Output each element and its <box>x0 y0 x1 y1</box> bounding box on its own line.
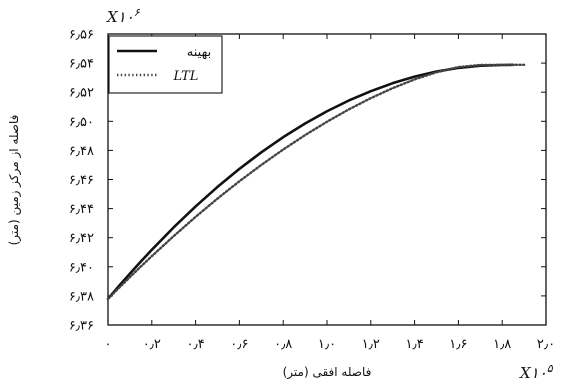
y-tick-label: ۶٫۳۸ <box>69 289 94 304</box>
y-multiplier-base: X۱۰ <box>106 8 134 26</box>
x-tick-label: ۱٫۰ <box>318 337 336 352</box>
y-tick-label: ۶٫۴۰ <box>69 260 94 275</box>
y-multiplier-exponent: ۶ <box>134 6 141 19</box>
y-tick-label: ۶٫۴۴ <box>69 202 94 217</box>
x-axis-title: فاصله افقی (متر) <box>283 365 372 380</box>
x-tick-label: ۲٫۰ <box>537 337 555 352</box>
x-tick-label: ۰٫۴ <box>187 337 205 352</box>
x-tick-label: ۰٫۲ <box>143 337 161 352</box>
series-line-optimal <box>106 63 515 301</box>
x-multiplier-base: X۱۰ <box>519 364 547 382</box>
y-tick-label: ۶٫۴۶ <box>69 173 94 188</box>
y-tick-label: ۶٫۵۲ <box>69 86 94 101</box>
x-tick-label: ۱٫۲ <box>362 337 380 352</box>
x-tick-label: ۱٫۴ <box>406 337 424 352</box>
legend-label-ltl: LTL <box>173 69 199 84</box>
legend-label-optimal: بهینه <box>187 45 211 60</box>
x-tick-label: ۰٫۸ <box>274 337 292 352</box>
y-tick-label: ۶٫۴۲ <box>69 231 94 246</box>
x-tick-label: ۰ <box>105 337 112 352</box>
y-tick-label: ۶٫۴۸ <box>69 144 94 159</box>
legend: بهینه LTL <box>108 35 223 94</box>
x-tick-label: ۱٫۸ <box>493 337 511 352</box>
y-tick-label: ۶٫۳۶ <box>69 319 94 334</box>
x-multiplier-exponent: ۵ <box>547 362 554 375</box>
x-axis-multiplier: X۱۰۵ <box>519 362 554 382</box>
axis-ticks: ۰ ۰٫۲ ۰٫۴ ۰٫۶ ۰٫۸ ۱٫۰ ۱٫۲ ۱٫۴ ۱٫۶ ۱٫۸ ۲٫۰ ۶٫۳۶ ۶٫۳۸ ۶… <box>69 28 555 353</box>
y-axis-multiplier: X۱۰۶ <box>106 6 141 26</box>
series-lines <box>106 63 526 301</box>
x-tick-label: ۰٫۶ <box>230 337 248 352</box>
y-tick-label: ۶٫۵۴ <box>69 57 94 72</box>
y-axis-title: فاصله از مرکز زمین (متر) <box>7 115 22 246</box>
x-tick-label: ۱٫۶ <box>449 337 467 352</box>
y-tick-label: ۶٫۵۰ <box>69 115 94 130</box>
y-tick-label: ۶٫۵۶ <box>69 28 94 43</box>
legend-box <box>108 35 223 94</box>
series-line-ltl <box>106 63 526 301</box>
